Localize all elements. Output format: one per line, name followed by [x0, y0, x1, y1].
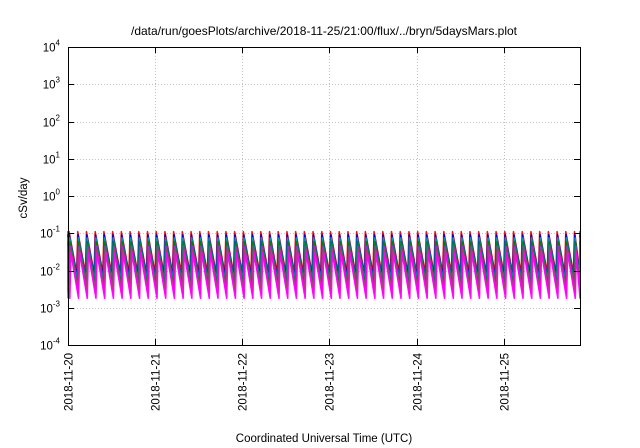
y-tick-label: 101	[43, 151, 61, 167]
x-tick-label: 2018-11-22	[238, 353, 250, 411]
y-tick-label: 102	[43, 114, 61, 130]
y-tick-label: 103	[43, 76, 61, 92]
y-axis: 10-4 10-3 10-2 10-1 100 101 102 103 104	[40, 39, 580, 353]
y-tick-label: 104	[43, 39, 61, 55]
x-tick-label: 2018-11-21	[151, 353, 163, 411]
series-line	[67, 251, 581, 300]
y-tick-label: 10-2	[40, 263, 60, 279]
y-tick-label: 10-1	[40, 225, 60, 241]
y-axis-label: cSv/day	[18, 177, 30, 218]
x-tick-label: 2018-11-20	[64, 353, 76, 411]
y-tick-label: 10-4	[40, 337, 60, 353]
y-tick-label: 10-3	[40, 300, 60, 316]
grid	[68, 47, 580, 345]
chart-title: /data/run/goesPlots/archive/2018-11-25/2…	[131, 24, 518, 38]
x-tick-label: 2018-11-23	[325, 353, 337, 411]
x-axis-label: Coordinated Universal Time (UTC)	[236, 433, 413, 445]
series-group	[67, 230, 581, 300]
x-tick-label: 2018-11-25	[500, 353, 512, 411]
y-tick-label: 100	[43, 188, 61, 204]
x-tick-label: 2018-11-24	[413, 352, 425, 411]
x-axis: 2018-11-20 2018-11-21 2018-11-22 2018-11-23…	[64, 47, 512, 411]
